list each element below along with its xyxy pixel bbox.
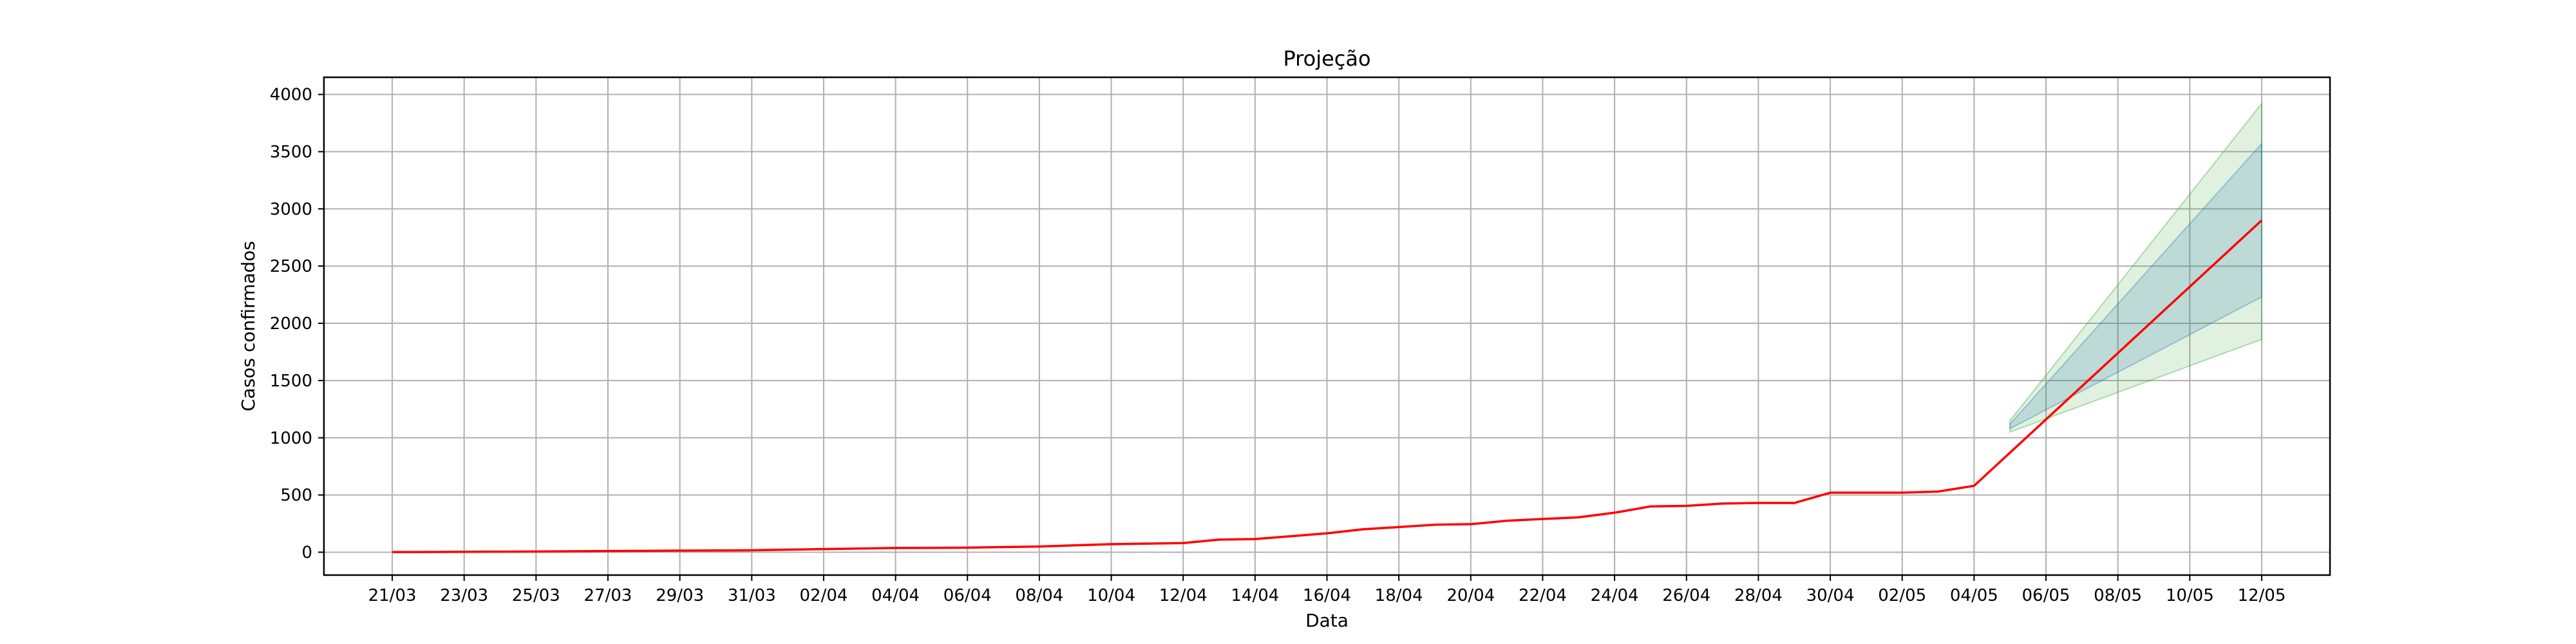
x-tick-label: 08/04 (1015, 586, 1063, 605)
x-tick-label: 04/04 (871, 586, 920, 605)
y-axis-label: Casos confirmados (238, 241, 259, 412)
y-tick-label: 1500 (270, 372, 312, 391)
y-tick-label: 2000 (270, 314, 312, 334)
x-tick-label: 06/05 (2022, 586, 2070, 605)
x-tick-label: 14/04 (1231, 586, 1279, 605)
y-tick-label: 4000 (270, 86, 312, 105)
x-tick-label: 02/05 (1878, 586, 1926, 605)
x-tick-label: 10/04 (1087, 586, 1135, 605)
x-tick-label: 28/04 (1734, 586, 1783, 605)
y-tick-label: 3000 (270, 200, 312, 219)
x-tick-label: 12/05 (2237, 586, 2286, 605)
x-tick-label: 31/03 (728, 586, 776, 605)
confidence-bands (2009, 102, 2262, 433)
x-tick-label: 22/04 (1519, 586, 1567, 605)
series-line-0 (392, 219, 2263, 554)
grid (324, 77, 2330, 575)
y-tick-label: 0 (301, 543, 312, 562)
x-tick-label: 26/04 (1662, 586, 1710, 605)
x-tick-label: 29/03 (656, 586, 704, 605)
x-tick-label: 06/04 (943, 586, 992, 605)
x-tick-label: 23/03 (440, 586, 488, 605)
chart-title: Projeção (1283, 46, 1370, 71)
x-tick-label: 08/05 (2094, 586, 2142, 605)
y-tick-label: 500 (280, 486, 312, 506)
confidence-band-1 (2009, 142, 2262, 430)
x-axis-label: Data (1305, 610, 1349, 631)
x-tick-label: 24/04 (1591, 586, 1639, 605)
x-tick-label: 20/04 (1446, 586, 1495, 605)
x-tick-label: 12/04 (1159, 586, 1208, 605)
x-tick-label: 10/05 (2166, 586, 2214, 605)
x-tick-label: 04/05 (1950, 586, 1998, 605)
y-tick-label: 3500 (270, 143, 312, 162)
y-tick-label: 2500 (270, 257, 312, 276)
x-tick-label: 02/04 (799, 586, 848, 605)
x-tick-label: 16/04 (1303, 586, 1351, 605)
confidence-band-0 (2009, 102, 2262, 433)
x-tick-label: 30/04 (1806, 586, 1855, 605)
y-tick-label: 1000 (270, 429, 312, 448)
x-tick-label: 25/03 (512, 586, 560, 605)
x-tick-label: 21/03 (368, 586, 417, 605)
axis-ticks: 21/03 23/03 25/03 27/03 29/03 31/03 02/04 04/04… (270, 86, 2286, 605)
x-tick-label: 18/04 (1375, 586, 1423, 605)
x-tick-label: 27/03 (584, 586, 632, 605)
series-lines (392, 219, 2263, 554)
